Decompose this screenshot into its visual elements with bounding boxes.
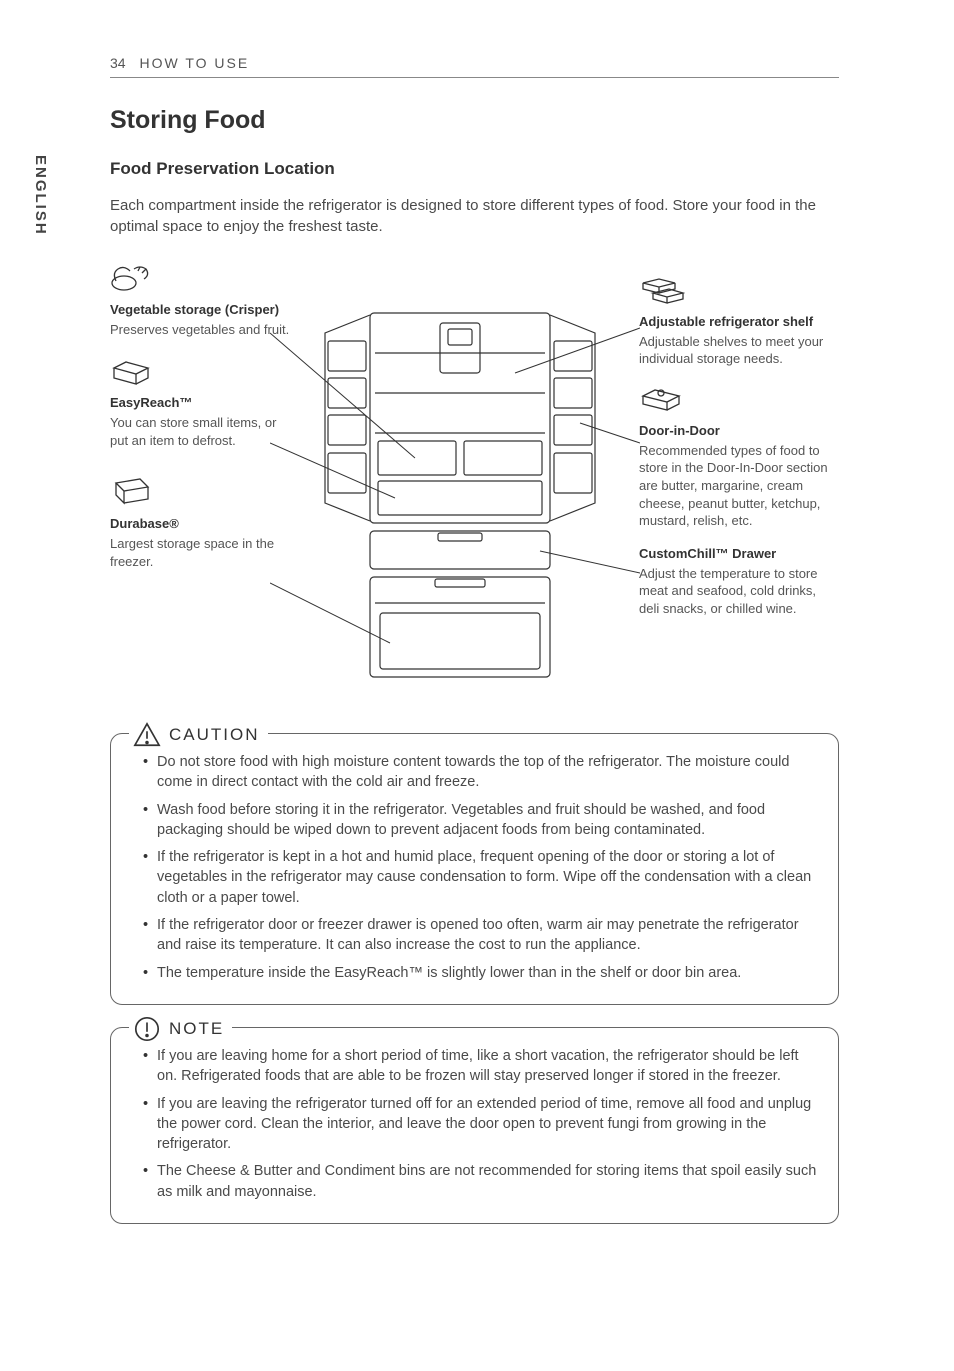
note-label-text: NOTE bbox=[169, 1019, 224, 1039]
caution-box: CAUTION Do not store food with high mois… bbox=[110, 733, 839, 1005]
callout-title: EasyReach™ bbox=[110, 395, 290, 412]
note-box: NOTE If you are leaving home for a short… bbox=[110, 1027, 839, 1224]
note-item: If you are leaving the refrigerator turn… bbox=[143, 1094, 818, 1155]
section-title: HOW TO USE bbox=[139, 55, 249, 71]
caution-item: Wash food before storing it in the refri… bbox=[143, 800, 818, 841]
callout-title: Door-in-Door bbox=[639, 423, 839, 440]
note-icon bbox=[133, 1015, 161, 1043]
left-callout-column: Vegetable storage (Crisper) Preserves ve… bbox=[110, 263, 290, 584]
note-list: If you are leaving home for a short peri… bbox=[131, 1046, 818, 1202]
note-label: NOTE bbox=[129, 1015, 232, 1043]
callout-title: CustomChill™ Drawer bbox=[639, 546, 839, 563]
caution-label: CAUTION bbox=[129, 721, 268, 749]
shelf-icon bbox=[639, 275, 839, 310]
right-callout-column: Adjustable refrigerator shelf Adjustable… bbox=[639, 275, 839, 631]
callout-title: Durabase® bbox=[110, 516, 290, 533]
callout-text: Preserves vegetables and fruit. bbox=[110, 321, 290, 339]
language-tab: ENGLISH bbox=[32, 155, 49, 236]
caution-list: Do not store food with high moisture con… bbox=[131, 752, 818, 983]
caution-label-text: CAUTION bbox=[169, 725, 260, 745]
callout-vegetable-storage: Vegetable storage (Crisper) Preserves ve… bbox=[110, 263, 290, 338]
caution-item: Do not store food with high moisture con… bbox=[143, 752, 818, 793]
callout-customchill: CustomChill™ Drawer Adjust the temperatu… bbox=[639, 546, 839, 618]
callout-title: Adjustable refrigerator shelf bbox=[639, 314, 839, 331]
door-bin-icon bbox=[639, 386, 839, 419]
vegetable-icon bbox=[110, 263, 290, 298]
caution-item: If the refrigerator door or freezer draw… bbox=[143, 915, 818, 956]
callout-text: Recommended types of food to store in th… bbox=[639, 442, 839, 530]
refrigerator-diagram bbox=[270, 293, 640, 693]
callout-easyreach: EasyReach™ You can store small items, or… bbox=[110, 358, 290, 449]
callout-door-in-door: Door-in-Door Recommended types of food t… bbox=[639, 386, 839, 530]
callout-text: You can store small items, or put an ite… bbox=[110, 414, 290, 449]
note-item: If you are leaving home for a short peri… bbox=[143, 1046, 818, 1087]
callout-text: Adjust the temperature to store meat and… bbox=[639, 565, 839, 618]
main-title: Storing Food bbox=[110, 106, 839, 135]
callout-durabase: Durabase® Largest storage space in the f… bbox=[110, 477, 290, 570]
callout-title: Vegetable storage (Crisper) bbox=[110, 302, 290, 319]
sub-title: Food Preservation Location bbox=[110, 159, 839, 179]
note-item: The Cheese & Butter and Condiment bins a… bbox=[143, 1161, 818, 1202]
page-header: 34 HOW TO USE bbox=[110, 55, 839, 78]
callout-text: Largest storage space in the freezer. bbox=[110, 535, 290, 570]
tray-icon bbox=[110, 477, 290, 512]
page-number: 34 bbox=[110, 55, 126, 71]
diagram-area: Vegetable storage (Crisper) Preserves ve… bbox=[110, 263, 839, 713]
callout-adjustable-shelf: Adjustable refrigerator shelf Adjustable… bbox=[639, 275, 839, 368]
caution-item: The temperature inside the EasyReach™ is… bbox=[143, 963, 818, 983]
intro-paragraph: Each compartment inside the refrigerator… bbox=[110, 195, 839, 237]
box-icon bbox=[110, 358, 290, 391]
caution-item: If the refrigerator is kept in a hot and… bbox=[143, 847, 818, 908]
callout-text: Adjustable shelves to meet your individu… bbox=[639, 333, 839, 368]
page-content: 34 HOW TO USE Storing Food Food Preserva… bbox=[0, 0, 954, 1301]
caution-icon bbox=[133, 721, 161, 749]
